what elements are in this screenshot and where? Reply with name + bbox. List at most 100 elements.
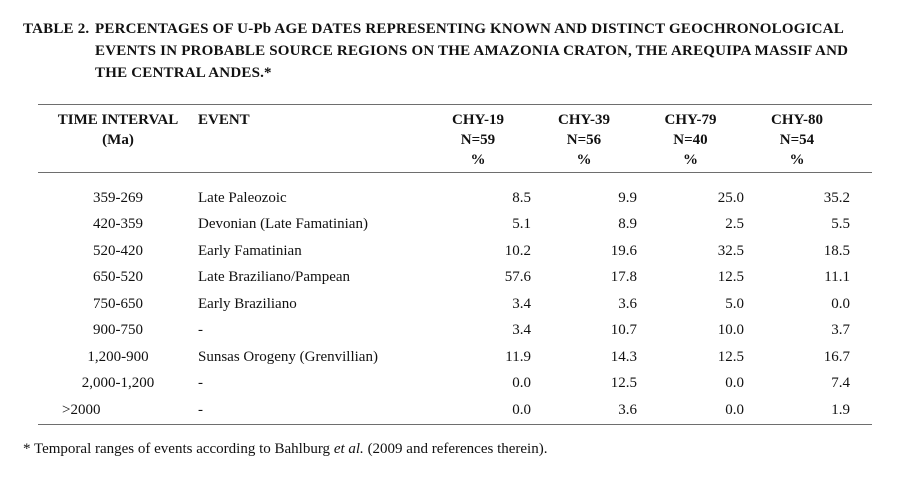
chy79-value-cell: 0.0 bbox=[725, 375, 744, 392]
sample-name: CHY-39 bbox=[558, 112, 610, 128]
spacer-cell bbox=[850, 371, 872, 398]
chy79-value-cell: 12.5 bbox=[717, 269, 744, 286]
column-header-chy79: CHY-79 N=40 % bbox=[637, 105, 744, 173]
sample-unit: % bbox=[683, 152, 698, 168]
sample-count: N=59 bbox=[460, 132, 496, 148]
spacer-cell bbox=[850, 291, 872, 318]
sample-count: N=54 bbox=[779, 132, 815, 148]
chy39-value-cell: 12.5 bbox=[610, 375, 637, 392]
event-cell: - bbox=[198, 401, 203, 418]
caption-line-1: PERCENTAGES OF U-Pb AGE DATES REPRESENTI… bbox=[95, 21, 844, 37]
event-cell: Early Braziliano bbox=[198, 295, 297, 312]
table-row: 900-750 - 3.4 10.7 10.0 3.7 bbox=[38, 318, 872, 345]
event-cell: Late Paleozoic bbox=[198, 189, 287, 206]
event-cell: Late Braziliano/Pampean bbox=[198, 269, 351, 286]
time-interval-cell: >2000 bbox=[62, 401, 101, 418]
event-cell: Early Famatinian bbox=[198, 242, 302, 259]
chy79-value-cell: 10.0 bbox=[717, 322, 744, 339]
sample-unit: % bbox=[470, 152, 486, 168]
chy79-value-cell: 2.5 bbox=[725, 216, 744, 233]
chy19-value-cell: 10.2 bbox=[504, 242, 531, 259]
table-header-row: TIME INTERVAL (Ma) EVENT CHY-19 N=59 % C… bbox=[38, 105, 872, 173]
chy80-value-cell: 18.5 bbox=[823, 242, 850, 259]
chy79-value-cell: 5.0 bbox=[725, 295, 744, 312]
table-row: 750-650 Early Braziliano 3.4 3.6 5.0 0.0 bbox=[38, 291, 872, 318]
column-header-time-interval: TIME INTERVAL (Ma) bbox=[38, 105, 198, 173]
chy19-value-cell: 57.6 bbox=[504, 269, 531, 286]
table-caption-label: TABLE 2. bbox=[23, 21, 90, 37]
footnote-et-al: et al. bbox=[333, 441, 364, 457]
table-row: 359-269 Late Paleozoic 8.5 9.9 25.0 35.2 bbox=[38, 173, 872, 212]
chy19-value-cell: 3.4 bbox=[512, 295, 531, 312]
chy80-value-cell: 0.0 bbox=[831, 295, 850, 312]
event-header-label: EVENT bbox=[198, 112, 250, 128]
column-header-chy19: CHY-19 N=59 % bbox=[425, 105, 531, 173]
chy80-value-cell: 3.7 bbox=[831, 322, 850, 339]
chy39-value-cell: 14.3 bbox=[610, 348, 637, 365]
chy19-value-cell: 11.9 bbox=[505, 348, 531, 365]
geochronology-table: TIME INTERVAL (Ma) EVENT CHY-19 N=59 % C… bbox=[38, 104, 872, 425]
sample-name: CHY-80 bbox=[771, 112, 823, 128]
chy39-value-cell: 17.8 bbox=[610, 269, 637, 286]
table-row: >2000 - 0.0 3.6 0.0 1.9 bbox=[38, 397, 872, 424]
table-row: 520-420 Early Famatinian 10.2 19.6 32.5 … bbox=[38, 238, 872, 265]
chy79-value-cell: 0.0 bbox=[725, 401, 744, 418]
column-header-chy80: CHY-80 N=54 % bbox=[744, 105, 850, 173]
table-caption-text: PERCENTAGES OF U-Pb AGE DATES REPRESENTI… bbox=[95, 18, 848, 84]
time-interval-cell: 900-750 bbox=[93, 322, 143, 339]
chy39-value-cell: 3.6 bbox=[618, 401, 637, 418]
time-interval-cell: 750-650 bbox=[93, 295, 143, 312]
chy80-value-cell: 16.7 bbox=[823, 348, 850, 365]
chy80-value-cell: 7.4 bbox=[831, 375, 850, 392]
chy79-value-cell: 25.0 bbox=[717, 189, 744, 206]
chy80-value-cell: 5.5 bbox=[831, 216, 850, 233]
caption-line-3: THE CENTRAL ANDES.* bbox=[95, 65, 272, 81]
spacer-cell bbox=[850, 212, 872, 239]
spacer-cell bbox=[850, 344, 872, 371]
time-interval-cell: 650-520 bbox=[93, 269, 143, 286]
sample-count: N=40 bbox=[673, 132, 708, 148]
sample-unit: % bbox=[576, 152, 592, 168]
spacer-cell bbox=[850, 238, 872, 265]
chy80-value-cell: 11.1 bbox=[824, 269, 850, 286]
chy19-value-cell: 3.4 bbox=[512, 322, 531, 339]
table-row: 650-520 Late Braziliano/Pampean 57.6 17.… bbox=[38, 265, 872, 292]
chy19-value-cell: 0.0 bbox=[512, 375, 531, 392]
footnote-text-suffix: (2009 and references therein). bbox=[363, 441, 548, 457]
spacer-cell bbox=[850, 265, 872, 292]
event-cell: - bbox=[198, 375, 203, 392]
chy80-value-cell: 1.9 bbox=[831, 401, 850, 418]
chy39-value-cell: 10.7 bbox=[610, 322, 637, 339]
event-cell: - bbox=[198, 322, 203, 339]
table-caption: TABLE 2. PERCENTAGES OF U-Pb AGE DATES R… bbox=[23, 18, 883, 84]
time-interval-cell: 520-420 bbox=[93, 242, 143, 259]
spacer-cell bbox=[850, 173, 872, 212]
table-row: 1,200-900 Sunsas Orogeny (Grenvillian) 1… bbox=[38, 344, 872, 371]
footnote-text-prefix: * Temporal ranges of events according to… bbox=[23, 441, 334, 457]
chy80-value-cell: 35.2 bbox=[823, 189, 850, 206]
table-footnote: * Temporal ranges of events according to… bbox=[23, 439, 547, 459]
chy19-value-cell: 8.5 bbox=[512, 189, 531, 206]
time-interval-cell: 359-269 bbox=[93, 189, 143, 206]
column-header-event: EVENT bbox=[198, 105, 425, 173]
event-cell: Devonian (Late Famatinian) bbox=[198, 216, 368, 233]
spacer-cell bbox=[850, 318, 872, 345]
spacer-cell bbox=[850, 397, 872, 424]
sample-name: CHY-79 bbox=[664, 112, 717, 128]
time-interval-cell: 1,200-900 bbox=[87, 348, 149, 365]
sample-count: N=56 bbox=[566, 132, 602, 148]
caption-line-2: EVENTS IN PROBABLE SOURCE REGIONS ON THE… bbox=[95, 43, 849, 59]
chy39-value-cell: 3.6 bbox=[618, 295, 637, 312]
column-header-spacer bbox=[850, 105, 872, 173]
chy79-value-cell: 32.5 bbox=[717, 242, 744, 259]
chy39-value-cell: 9.9 bbox=[618, 189, 637, 206]
chy19-value-cell: 0.0 bbox=[512, 401, 531, 418]
time-interval-cell: 2,000-1,200 bbox=[81, 375, 155, 392]
time-interval-header-line2: (Ma) bbox=[102, 132, 134, 148]
chy39-value-cell: 8.9 bbox=[618, 216, 637, 233]
sample-name: CHY-19 bbox=[452, 112, 504, 128]
table-row: 420-359 Devonian (Late Famatinian) 5.1 8… bbox=[38, 212, 872, 239]
sample-unit: % bbox=[789, 152, 805, 168]
chy19-value-cell: 5.1 bbox=[512, 216, 531, 233]
